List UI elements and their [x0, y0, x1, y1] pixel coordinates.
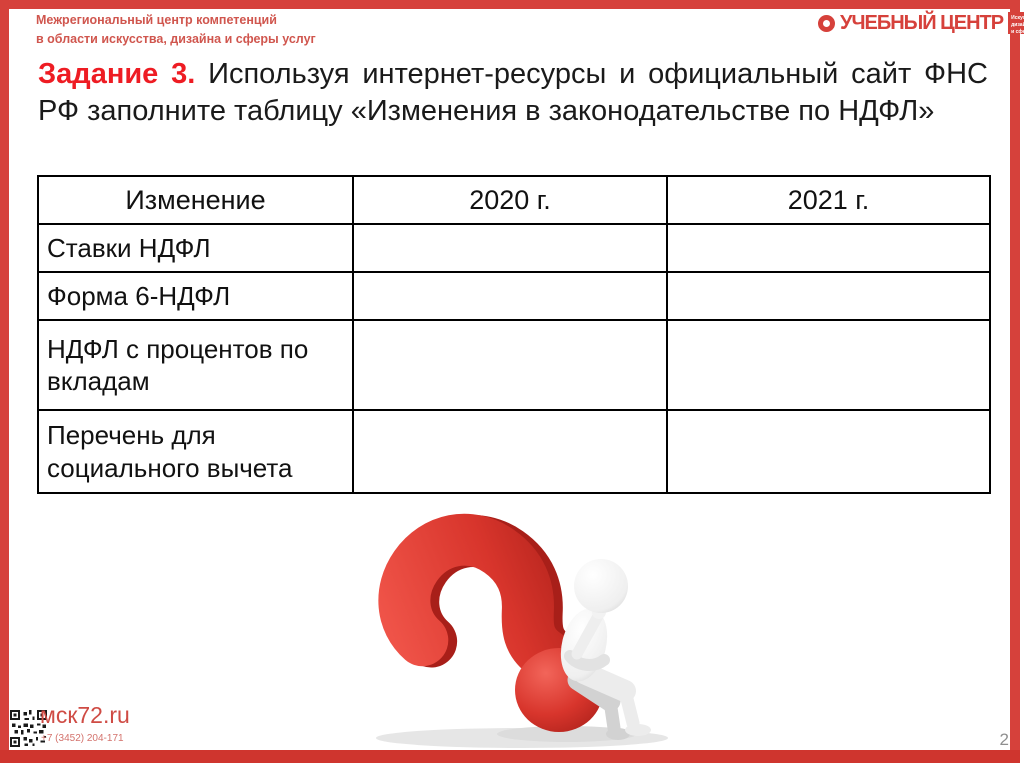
table-row: Форма 6-НДФЛ — [37, 271, 991, 321]
col-header-2021: 2021 г. — [666, 175, 991, 225]
task-text: Используя интернет-ресурсы и официальный… — [38, 58, 988, 127]
cell-2020 — [352, 319, 668, 411]
phone-number: +7 (3452) 204-171 — [41, 733, 124, 744]
row-label: Перечень для социального вычета — [37, 409, 354, 494]
qr-code-icon — [10, 710, 47, 747]
page-number: 2 — [999, 730, 1009, 749]
logo-name: УЧЕБНЫЙ ЦЕНТР — [840, 11, 1004, 34]
task-number-label: Задание 3. — [38, 58, 196, 90]
table-header-row: Изменение 2020 г. 2021 г. — [37, 175, 991, 225]
table-row: Перечень для социального вычета — [37, 409, 991, 494]
row-label: Форма 6-НДФЛ — [37, 271, 354, 321]
frame-bottom-bar — [0, 750, 1020, 763]
col-header-change: Изменение — [37, 175, 354, 225]
org-name: Межрегиональный центр компетенций в обла… — [36, 11, 316, 49]
thinking-person-icon — [560, 559, 651, 740]
org-name-line2: в области искусства, дизайна и сферы усл… — [36, 31, 316, 46]
question-mark-figure-icon — [376, 513, 668, 748]
row-label: Ставки НДФЛ — [37, 223, 354, 273]
frame-left-bar — [0, 0, 9, 763]
logo-tagline: Искусство, дизайн и сфера услуг — [1008, 12, 1024, 35]
cell-2020 — [352, 223, 668, 273]
logo-ring-icon — [818, 14, 835, 32]
cell-2021 — [666, 409, 991, 494]
table-row: НДФЛ с процентов по вкладам — [37, 319, 991, 411]
ndfl-changes-table: Изменение 2020 г. 2021 г. Ставки НДФЛ Фо… — [37, 175, 991, 494]
cell-2020 — [352, 409, 668, 494]
logo-tagline-line1: Искусство, дизайн — [1011, 15, 1024, 28]
cell-2021 — [666, 223, 991, 273]
logo-tagline-line2: и сфера услуг — [1011, 29, 1024, 35]
frame-top-bar — [0, 0, 1020, 9]
task-heading: Задание 3. Используя интернет-ресурсы и … — [38, 56, 988, 130]
cell-2020 — [352, 271, 668, 321]
question-mark-illustration — [372, 504, 674, 752]
cell-2021 — [666, 271, 991, 321]
cell-2021 — [666, 319, 991, 411]
table-row: Ставки НДФЛ — [37, 223, 991, 273]
training-center-logo: УЧЕБНЫЙ ЦЕНТР Искусство, дизайн и сфера … — [818, 9, 1024, 37]
site-url: мск72.ru — [40, 702, 130, 728]
row-label: НДФЛ с процентов по вкладам — [37, 319, 354, 411]
frame-right-bar — [1010, 0, 1020, 763]
col-header-2020: 2020 г. — [352, 175, 668, 225]
org-name-line1: Межрегиональный центр компетенций — [36, 13, 277, 27]
